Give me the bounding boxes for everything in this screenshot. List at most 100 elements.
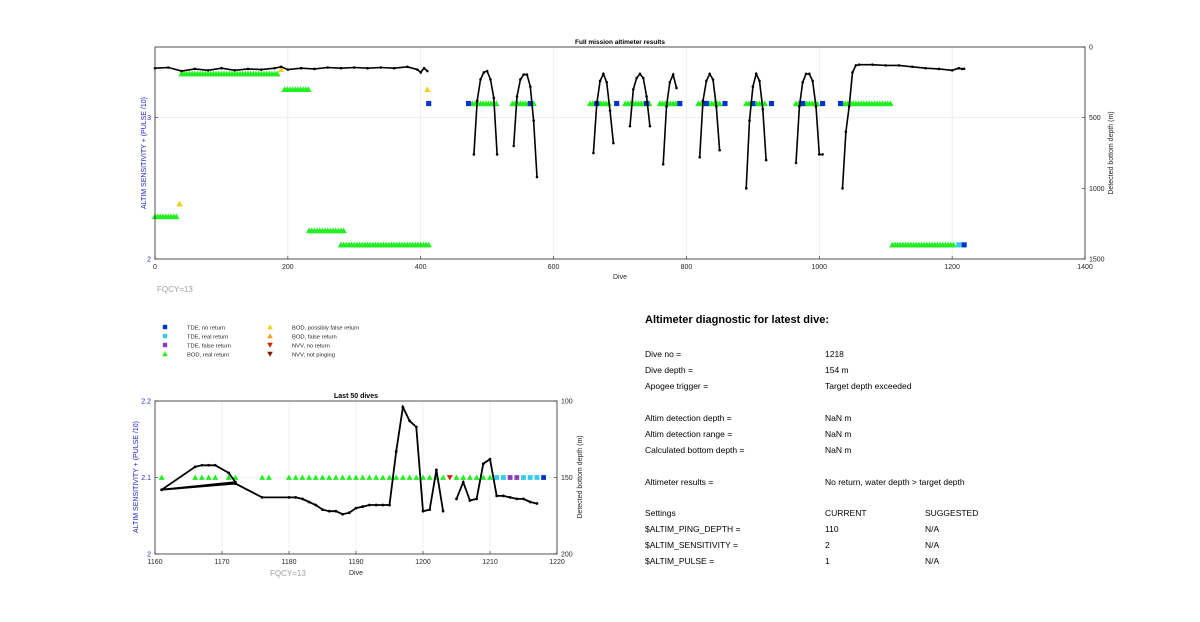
y-left-tick-label: 2.2 (141, 399, 151, 406)
bottom-depth-point (508, 495, 512, 499)
tde-no-return-marker (820, 100, 826, 107)
bottom-depth-point (841, 187, 844, 190)
bottom-depth-point (960, 67, 964, 71)
bottom-depth-line (841, 63, 965, 189)
last-50-dives-chart: Last 50 dives Dive ALTIM SENSITIVITY + (… (133, 393, 584, 578)
legend-label-bod-real-return: BOD, real return (187, 352, 229, 358)
x-tick-label: 0 (153, 264, 157, 271)
x-tick-label: 1200 (944, 264, 960, 271)
bod-real-return-marker (466, 474, 473, 480)
setting-suggested-sensitivity: N/A (925, 540, 940, 550)
bottom-depth-point (595, 102, 599, 105)
bod-real-return-marker (212, 474, 219, 480)
bottom-depth-point (401, 405, 405, 409)
bottom-depth-point (207, 463, 211, 467)
tde-no-return-marker (465, 100, 472, 107)
bottom-depth-point (605, 81, 609, 84)
bottom-depth-point (366, 66, 369, 70)
bottom-depth-point (535, 175, 539, 179)
bod-real-return-marker (158, 474, 165, 480)
bottom-y-right-axis-label: Detected bottom depth (m) (577, 435, 584, 518)
y-left-tick-label: 3 (147, 115, 151, 122)
bottom-depth-point (455, 497, 458, 501)
bod-real-return-marker (346, 474, 353, 480)
bottom-depth-point (897, 64, 901, 67)
bottom-depth-point (602, 72, 605, 76)
bottom-depth-point (522, 73, 525, 76)
y-right-tick-label: 1500 (1089, 257, 1105, 264)
legend-marker-bod-possibly-false-return (267, 324, 273, 330)
tde-no-return-marker (961, 242, 967, 248)
tde-no-return-marker (677, 100, 683, 107)
bottom-depth-point (327, 509, 331, 513)
diag-label-dive-depth: Dive depth = (645, 365, 693, 375)
bod-possibly-false-return-marker (278, 66, 285, 73)
bottom-depth-point (708, 72, 711, 76)
bod-possibly-false-return-marker (176, 200, 183, 207)
legend: TDE, no return TDE, real return TDE, false… (162, 324, 359, 358)
bottom-depth-point (422, 66, 426, 70)
bod-real-return-marker (440, 474, 447, 480)
bottom-depth-point (160, 488, 164, 492)
bod-real-return-marker (259, 474, 266, 480)
top-x-ticks: 0 200 400 600 800 1000 1200 1400 (153, 256, 1093, 271)
bottom-depth-point (668, 81, 672, 84)
tde-no-return-marker (541, 475, 546, 480)
tde-real-return-marker (501, 475, 506, 480)
x-tick-label: 1000 (811, 264, 827, 271)
y-right-tick-label: 1000 (1089, 186, 1105, 193)
bod-real-return-marker (286, 474, 292, 480)
bottom-depth-point (246, 67, 250, 71)
bottom-depth-point (461, 480, 465, 484)
top-y-left-axis-label: ALTIM SENSITIVITY + (PULSE /10) (141, 97, 148, 209)
bottom-depth-point (754, 72, 758, 76)
bottom-depth-point (522, 497, 525, 501)
diag-value-dive-depth: 154 m (825, 365, 849, 375)
x-tick-label: 600 (548, 264, 560, 271)
diag-value-dive-no: 1218 (825, 349, 844, 359)
bottom-depth-point (227, 471, 231, 475)
bottom-depth-point (481, 462, 485, 466)
bottom-depth-point (748, 119, 751, 122)
bottom-depth-point (259, 68, 263, 71)
tde-real-return-marker (521, 475, 526, 480)
setting-current-pulse: 1 (825, 556, 830, 566)
bottom-depth-point (260, 495, 264, 499)
bottom-depth-point (515, 497, 519, 501)
bod-real-return-marker (265, 474, 272, 480)
bod-real-return-marker (413, 474, 420, 480)
bod-real-return-marker (460, 474, 467, 480)
bottom-data-layer (158, 404, 546, 516)
bottom-depth-point (814, 105, 818, 108)
tde-no-return-marker (722, 100, 728, 107)
diag-value-detection-depth: NaN m (825, 413, 852, 423)
bottom-depth-point (354, 506, 358, 510)
legend-label-nvv-no-return: NVV, no return (292, 343, 330, 349)
bottom-depth-point (957, 66, 961, 70)
bottom-depth-point (701, 99, 705, 103)
bottom-depth-point (394, 450, 398, 453)
top-y-right-axis-label: Detected bottom depth (m) (1108, 111, 1115, 194)
bod-real-return-marker (173, 213, 180, 220)
bottom-depth-point (525, 73, 529, 76)
bottom-depth-point (598, 79, 602, 83)
bod-real-return-marker (386, 474, 393, 480)
bod-real-return-marker (426, 474, 433, 480)
bod-real-return-marker (312, 474, 319, 480)
top-data-layer (151, 63, 967, 248)
bottom-depth-point (665, 105, 668, 108)
y-right-tick-label: 100 (561, 399, 573, 406)
setting-current-sensitivity: 2 (825, 540, 830, 550)
top-plot-area (155, 47, 1085, 259)
bod-real-return-marker (319, 474, 326, 480)
bottom-depth-point (844, 130, 848, 134)
bottom-depth-point (529, 85, 532, 88)
bod-real-return-marker (406, 474, 413, 480)
bottom-depth-point (808, 72, 811, 76)
bottom-depth-point (301, 497, 304, 501)
bottom-depth-point (273, 66, 276, 70)
bottom-depth-point (937, 67, 941, 71)
bottom-depth-point (631, 88, 635, 91)
bod-real-return-marker (366, 474, 373, 480)
top-chart-title: Full mission altimeter results (575, 39, 665, 46)
